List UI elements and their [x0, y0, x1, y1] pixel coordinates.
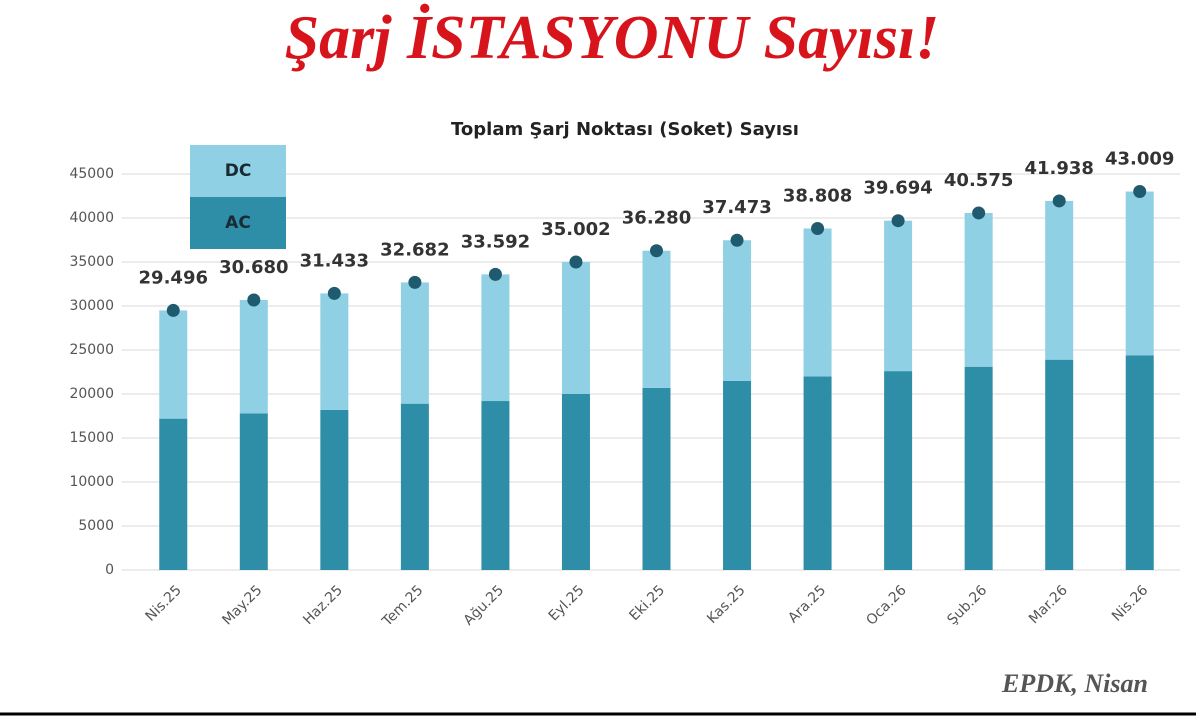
total-label: 32.682	[380, 239, 449, 260]
total-label: 29.496	[139, 267, 208, 288]
legend-swatch	[190, 145, 286, 197]
bar-segment	[159, 418, 188, 570]
bar-segment	[481, 274, 510, 402]
bar-segment	[239, 300, 268, 414]
total-dot	[1133, 185, 1147, 199]
footer: EPDK, Nisan	[1001, 669, 1148, 698]
total-dot	[891, 214, 905, 228]
x-tick-label: Eki.25	[626, 582, 668, 624]
x-tick-label: Haz.25	[300, 582, 346, 628]
bar-segment	[561, 394, 590, 570]
legend-label: AC	[225, 213, 251, 233]
chart-title: Toplam Şarj Noktası (Soket) Sayısı	[451, 119, 799, 140]
y-tick-label: 25000	[69, 342, 114, 358]
total-label: 37.473	[702, 197, 771, 218]
bar-segment	[884, 371, 913, 570]
total-dot	[247, 293, 261, 307]
y-tick-label: 45000	[69, 166, 114, 182]
bar-segment	[320, 409, 349, 570]
total-label: 41.938	[1024, 158, 1093, 179]
y-tick-label: 20000	[69, 386, 114, 402]
x-tick-label: Nis.25	[143, 582, 185, 624]
bar-segment	[320, 293, 349, 410]
x-tick-label: Şub.26	[944, 582, 990, 628]
total-dot	[730, 233, 744, 247]
y-tick-label: 40000	[69, 210, 114, 226]
bar-segment	[884, 220, 913, 372]
x-tick-label: Mar.26	[1026, 582, 1071, 627]
total-dot	[972, 206, 986, 220]
y-tick-label: 30000	[69, 298, 114, 314]
bar-segment	[1045, 200, 1074, 360]
page-title: Şarj İSTASYONU Sayısı!	[285, 4, 940, 72]
x-tick-label: Oca.26	[863, 582, 909, 628]
bar-segment	[1125, 355, 1154, 570]
bar-segment	[964, 366, 993, 570]
x-tick-label: Kas.25	[704, 582, 749, 627]
bar-segment	[561, 261, 590, 394]
y-tick-label: 15000	[69, 430, 114, 446]
total-label: 39.694	[863, 178, 932, 199]
x-tick-label: Ağu.25	[461, 582, 507, 628]
bar-segment	[723, 240, 752, 381]
total-label: 31.433	[300, 250, 369, 271]
bar-segment	[481, 401, 510, 570]
bar-segment	[642, 250, 671, 388]
total-dot	[650, 244, 663, 258]
total-dot	[488, 267, 502, 281]
total-label: 30.680	[219, 257, 288, 278]
bar-segment	[803, 376, 832, 570]
x-tick-label: May.25	[219, 582, 265, 628]
y-tick-label: 5000	[78, 518, 114, 534]
legend-swatch	[190, 197, 286, 249]
bar-segment	[400, 282, 429, 404]
y-tick-label: 35000	[69, 254, 114, 270]
y-tick-label: 10000	[69, 474, 114, 490]
bar-segment	[159, 310, 188, 419]
total-dot	[811, 221, 825, 235]
bar-segment	[1045, 359, 1074, 570]
bar-segment	[723, 380, 752, 570]
total-dot	[166, 303, 180, 317]
bar-segment	[1125, 191, 1154, 356]
bar-segment	[400, 403, 429, 570]
x-tick-label: Ara.25	[785, 582, 829, 626]
total-label: 33.592	[461, 231, 530, 252]
total-dot	[569, 255, 583, 269]
bar-segment	[803, 228, 832, 377]
x-tick-label: Eyl.25	[546, 582, 588, 624]
bar-segment	[239, 413, 268, 570]
total-dot	[408, 275, 422, 289]
total-label: 40.575	[944, 170, 1013, 191]
total-dot	[1052, 194, 1066, 208]
total-label: 36.280	[622, 208, 691, 229]
total-label: 43.009	[1105, 149, 1174, 170]
total-dot	[327, 286, 341, 300]
total-label: 38.808	[783, 185, 852, 206]
legend-label: DC	[225, 161, 252, 181]
bar-segment	[964, 212, 993, 367]
x-tick-label: Tem.25	[379, 582, 427, 630]
x-tick-label: Nis.26	[1109, 582, 1151, 624]
y-tick-label: 0	[105, 562, 114, 578]
total-label: 35.002	[541, 219, 610, 240]
bar-segment	[642, 387, 671, 570]
